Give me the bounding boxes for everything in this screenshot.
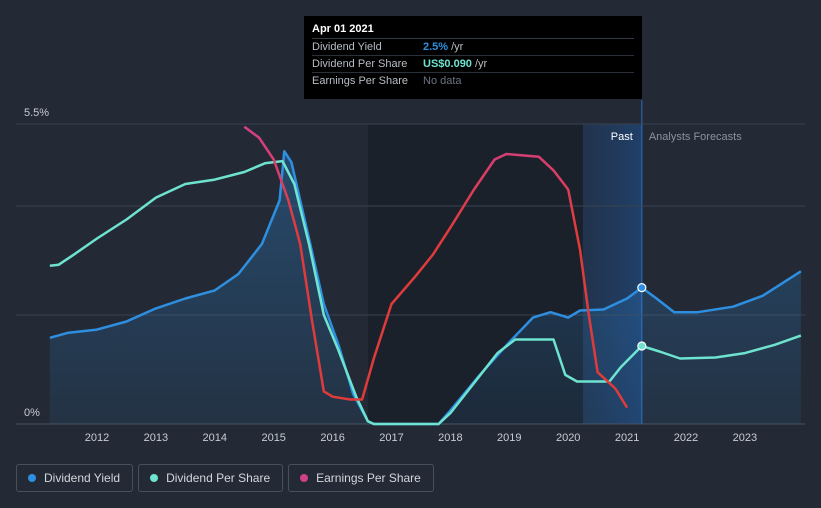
legend-item-dividend-per-share[interactable]: Dividend Per Share xyxy=(138,464,284,492)
forecast-label: Analysts Forecasts xyxy=(649,131,742,143)
earnings-per-share-line xyxy=(243,125,629,409)
x-tick-label: 2021 xyxy=(615,432,639,444)
tooltip-value: No data xyxy=(423,75,462,87)
legend-dot-icon xyxy=(150,474,159,482)
x-tick-label: 2014 xyxy=(203,432,227,444)
tooltip-row-earnings-per-share: Earnings Per Share No data xyxy=(312,73,634,89)
x-tick-label: 2020 xyxy=(556,432,580,444)
x-tick-label: 2016 xyxy=(320,432,344,444)
dividend-per-share-marker xyxy=(637,341,647,351)
tooltip-label: Earnings Per Share xyxy=(312,75,408,87)
legend-dot-icon xyxy=(28,474,36,482)
dividend-yield-marker xyxy=(637,283,647,293)
x-tick-label: 2015 xyxy=(261,432,285,444)
legend: Dividend Yield Dividend Per Share Earnin… xyxy=(16,464,434,492)
legend-label: Dividend Yield xyxy=(44,471,121,485)
tooltip-date: Apr 01 2021 xyxy=(312,23,634,39)
tooltip-unit: /yr xyxy=(474,58,488,70)
x-tick-label: 2013 xyxy=(144,432,168,444)
x-tick-label: 2022 xyxy=(674,432,698,444)
x-tick-label: 2018 xyxy=(438,432,462,444)
past-label: Past xyxy=(611,131,633,143)
x-tick-label: 2017 xyxy=(379,432,403,444)
tooltip-value: US$0.090 xyxy=(423,58,472,70)
chart-tooltip: Apr 01 2021 Dividend Yield 2.5% /yr Divi… xyxy=(304,16,642,99)
legend-item-earnings-per-share[interactable]: Earnings Per Share xyxy=(288,464,434,492)
y-axis-bottom-label: 0% xyxy=(24,407,40,419)
legend-label: Earnings Per Share xyxy=(316,471,421,485)
x-tick-label: 2012 xyxy=(85,432,109,444)
x-tick-label: 2023 xyxy=(733,432,757,444)
y-axis-top-label: 5.5% xyxy=(24,107,49,119)
tooltip-row-dividend-yield: Dividend Yield 2.5% /yr xyxy=(312,39,634,56)
tooltip-label: Dividend Per Share xyxy=(312,58,408,70)
x-tick-label: 2019 xyxy=(497,432,521,444)
dividend-per-share-line xyxy=(49,159,802,426)
tooltip-row-dividend-per-share: Dividend Per Share US$0.090 /yr xyxy=(312,56,634,73)
legend-dot-icon xyxy=(300,474,309,482)
legend-item-dividend-yield[interactable]: Dividend Yield xyxy=(16,464,134,492)
legend-label: Dividend Per Share xyxy=(166,471,271,485)
tooltip-label: Dividend Yield xyxy=(312,41,382,53)
tooltip-unit: /yr xyxy=(451,41,464,53)
dividend-yield-area xyxy=(49,151,801,425)
tooltip-value: 2.5% xyxy=(423,41,449,53)
